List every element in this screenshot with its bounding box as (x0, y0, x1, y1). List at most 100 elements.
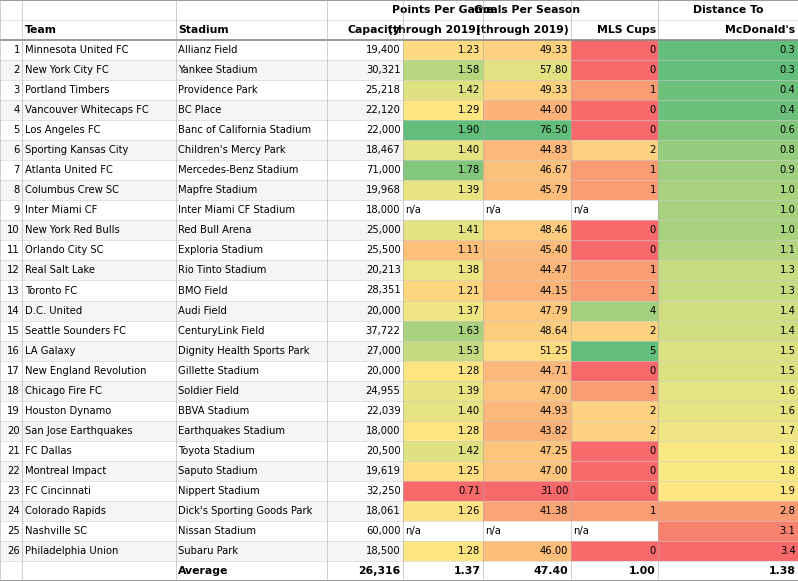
Bar (403, 60, 483, 80)
Text: Stadium: Stadium (178, 25, 228, 35)
Text: 48.46: 48.46 (539, 225, 568, 235)
Text: 19,619: 19,619 (365, 466, 401, 476)
Bar (483, 461, 571, 481)
Text: 2: 2 (650, 426, 656, 436)
Bar (403, 361, 483, 381)
Bar (658, 120, 798, 140)
Bar (571, 381, 658, 401)
Bar (403, 441, 483, 461)
Bar (403, 100, 483, 120)
Bar (658, 60, 798, 80)
Text: 47.79: 47.79 (539, 306, 568, 315)
Text: 1.39: 1.39 (458, 386, 480, 396)
Bar (403, 260, 483, 281)
Bar (571, 321, 658, 340)
Text: 0.9: 0.9 (780, 165, 796, 175)
Text: 6: 6 (14, 145, 20, 155)
Bar (658, 321, 798, 340)
Bar (658, 281, 798, 300)
Text: 24,955: 24,955 (365, 386, 401, 396)
Text: D.C. United: D.C. United (25, 306, 82, 315)
Bar (658, 140, 798, 160)
Bar (403, 461, 483, 481)
Text: Nissan Stadium: Nissan Stadium (178, 526, 256, 536)
Text: 1.53: 1.53 (458, 346, 480, 356)
Bar (658, 260, 798, 281)
Text: 1.28: 1.28 (458, 426, 480, 436)
Text: 1.25: 1.25 (458, 466, 480, 476)
Text: 25,500: 25,500 (365, 245, 401, 256)
Text: 1.38: 1.38 (458, 266, 480, 275)
Text: 1.38: 1.38 (768, 566, 796, 576)
Text: 18,061: 18,061 (365, 506, 401, 516)
Bar (483, 521, 571, 541)
Bar (403, 521, 483, 541)
Bar (403, 241, 483, 260)
Text: 41.38: 41.38 (539, 506, 568, 516)
Bar (0, 361, 798, 381)
Text: 1.8: 1.8 (780, 446, 796, 456)
Text: 47.00: 47.00 (539, 386, 568, 396)
Text: 43.82: 43.82 (539, 426, 568, 436)
Bar (403, 80, 483, 100)
Text: Average: Average (178, 566, 228, 576)
Text: 44.71: 44.71 (539, 365, 568, 376)
Text: 5: 5 (14, 125, 20, 135)
Bar (403, 381, 483, 401)
Bar (403, 501, 483, 521)
Text: n/a: n/a (573, 205, 589, 216)
Text: New York Red Bulls: New York Red Bulls (25, 225, 120, 235)
Text: 24: 24 (7, 506, 20, 516)
Bar (571, 300, 658, 321)
Bar (658, 340, 798, 361)
Text: n/a: n/a (573, 526, 589, 536)
Bar (483, 120, 571, 140)
Text: 3.1: 3.1 (780, 526, 796, 536)
Text: 1.29: 1.29 (458, 105, 480, 115)
Bar (483, 220, 571, 241)
Bar (658, 361, 798, 381)
Bar (571, 180, 658, 200)
Bar (658, 241, 798, 260)
Text: 1.4: 1.4 (780, 306, 796, 315)
Bar (658, 441, 798, 461)
Bar (483, 140, 571, 160)
Text: 1.40: 1.40 (458, 145, 480, 155)
Text: Dignity Health Sports Park: Dignity Health Sports Park (178, 346, 310, 356)
Text: 37,722: 37,722 (365, 325, 401, 336)
Text: Colorado Rapids: Colorado Rapids (25, 506, 106, 516)
Text: 48.64: 48.64 (539, 325, 568, 336)
Bar (403, 401, 483, 421)
Text: 44.93: 44.93 (539, 406, 568, 416)
Text: 1: 1 (650, 266, 656, 275)
Bar (0, 160, 798, 180)
Text: 0.4: 0.4 (780, 85, 796, 95)
Bar (0, 340, 798, 361)
Bar (571, 461, 658, 481)
Text: CenturyLink Field: CenturyLink Field (178, 325, 264, 336)
Text: 0.3: 0.3 (780, 45, 796, 55)
Bar (571, 340, 658, 361)
Text: 1.9: 1.9 (780, 486, 796, 496)
Text: 4: 4 (14, 105, 20, 115)
Bar (403, 220, 483, 241)
Text: 0: 0 (650, 365, 656, 376)
Bar (483, 200, 571, 220)
Text: FC Cincinnati: FC Cincinnati (25, 486, 91, 496)
Bar (571, 260, 658, 281)
Bar (403, 281, 483, 300)
Text: 0.3: 0.3 (780, 65, 796, 75)
Bar (483, 501, 571, 521)
Text: Team: Team (25, 25, 57, 35)
Bar (483, 361, 571, 381)
Text: 1.4: 1.4 (780, 325, 796, 336)
Text: Columbus Crew SC: Columbus Crew SC (25, 185, 119, 195)
Bar (571, 421, 658, 441)
Text: Inter Miami CF Stadium: Inter Miami CF Stadium (178, 205, 295, 216)
Text: 15: 15 (7, 325, 20, 336)
Text: 1.6: 1.6 (780, 406, 796, 416)
Text: 1.58: 1.58 (458, 65, 480, 75)
Bar (403, 421, 483, 441)
Text: Points Per Game: Points Per Game (392, 5, 494, 15)
Bar (0, 541, 798, 561)
